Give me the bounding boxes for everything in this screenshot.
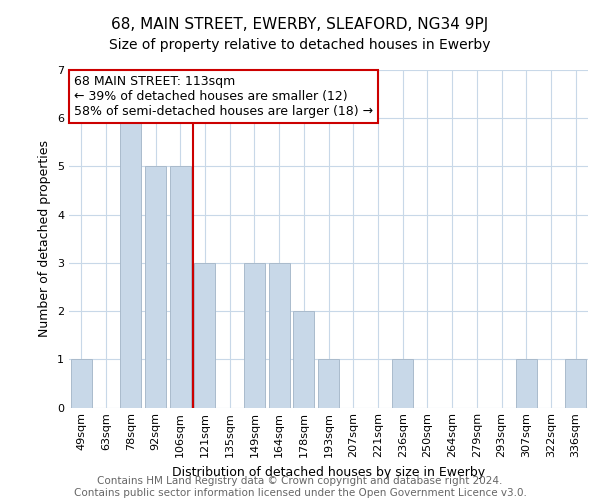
Text: Contains HM Land Registry data © Crown copyright and database right 2024.
Contai: Contains HM Land Registry data © Crown c… xyxy=(74,476,526,498)
Text: Size of property relative to detached houses in Ewerby: Size of property relative to detached ho… xyxy=(109,38,491,52)
X-axis label: Distribution of detached houses by size in Ewerby: Distribution of detached houses by size … xyxy=(172,466,485,479)
Y-axis label: Number of detached properties: Number of detached properties xyxy=(38,140,52,337)
Bar xyxy=(269,263,290,408)
Bar xyxy=(120,118,141,408)
Bar xyxy=(392,360,413,408)
Bar xyxy=(318,360,339,408)
Text: 68, MAIN STREET, EWERBY, SLEAFORD, NG34 9PJ: 68, MAIN STREET, EWERBY, SLEAFORD, NG34 … xyxy=(112,18,488,32)
Bar xyxy=(145,166,166,408)
Bar xyxy=(565,360,586,408)
Bar xyxy=(516,360,537,408)
Text: 68 MAIN STREET: 113sqm
← 39% of detached houses are smaller (12)
58% of semi-det: 68 MAIN STREET: 113sqm ← 39% of detached… xyxy=(74,75,373,118)
Bar xyxy=(244,263,265,408)
Bar xyxy=(170,166,191,408)
Bar xyxy=(293,311,314,408)
Bar xyxy=(71,360,92,408)
Bar xyxy=(194,263,215,408)
